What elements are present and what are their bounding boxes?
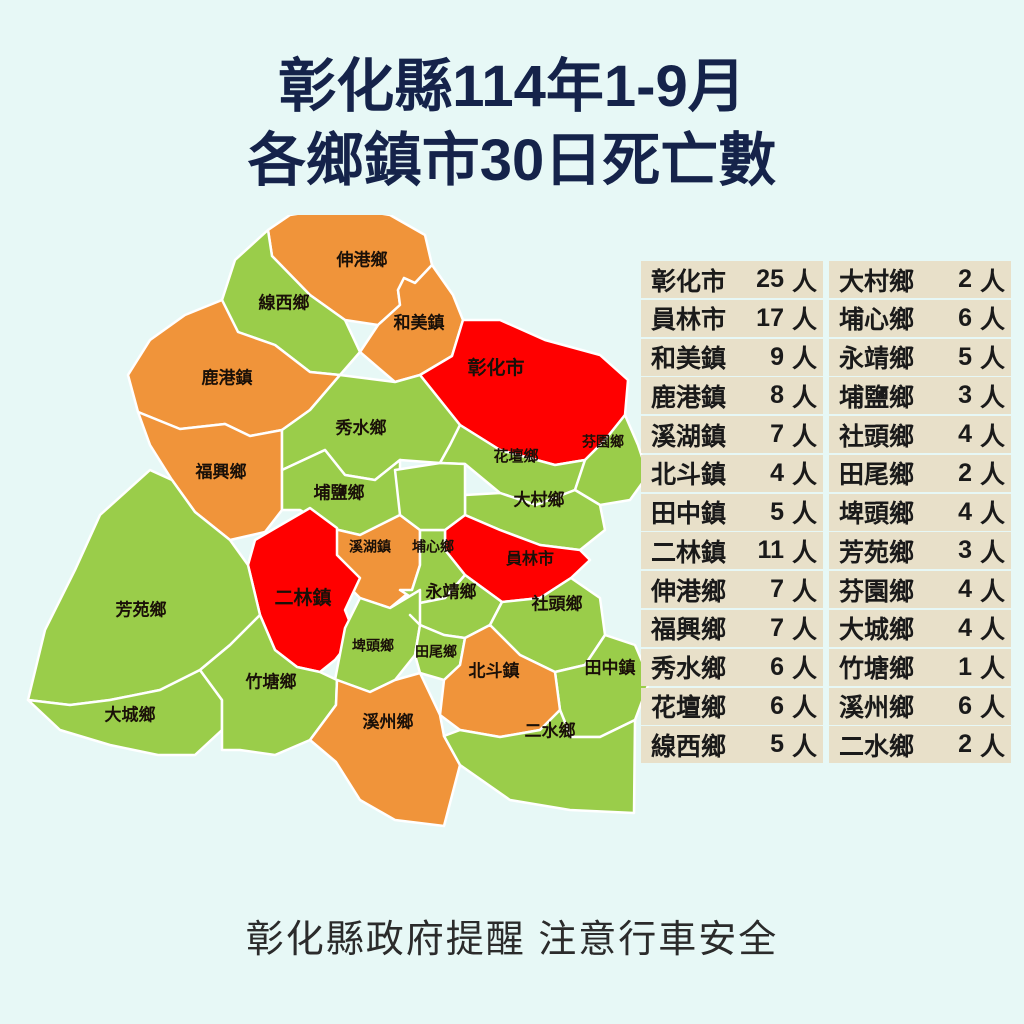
svg-text:伸港鄉: 伸港鄉 — [336, 249, 388, 269]
svg-text:大村鄉: 大村鄉 — [514, 489, 565, 509]
svg-text:秀水鄉: 秀水鄉 — [335, 417, 387, 437]
svg-text:社頭鄉: 社頭鄉 — [531, 593, 583, 613]
svg-text:埤頭鄉: 埤頭鄉 — [352, 638, 394, 654]
svg-text:永靖鄉: 永靖鄉 — [425, 581, 477, 601]
svg-text:線西鄉: 線西鄉 — [259, 292, 310, 312]
svg-text:北斗鎮: 北斗鎮 — [469, 660, 520, 680]
svg-text:和美鎮: 和美鎮 — [394, 312, 445, 332]
svg-text:大城鄉: 大城鄉 — [105, 704, 156, 724]
svg-text:二水鄉: 二水鄉 — [525, 720, 576, 740]
svg-text:溪湖鎮: 溪湖鎮 — [349, 539, 391, 555]
svg-text:竹塘鄉: 竹塘鄉 — [245, 671, 297, 691]
svg-text:田中鎮: 田中鎮 — [585, 657, 636, 677]
svg-text:員林市: 員林市 — [505, 549, 554, 568]
svg-text:彰化市: 彰化市 — [467, 356, 524, 379]
svg-text:埔鹽鄉: 埔鹽鄉 — [314, 482, 365, 502]
svg-text:福興鄉: 福興鄉 — [195, 461, 247, 481]
svg-text:芬園鄉: 芬園鄉 — [581, 434, 624, 450]
svg-text:二林鎮: 二林鎮 — [274, 586, 331, 609]
svg-text:田尾鄉: 田尾鄉 — [415, 644, 457, 660]
svg-text:鹿港鎮: 鹿港鎮 — [202, 367, 253, 387]
svg-text:花壇鄉: 花壇鄉 — [493, 447, 538, 465]
svg-text:芳苑鄉: 芳苑鄉 — [116, 599, 167, 619]
svg-text:溪州鄉: 溪州鄉 — [363, 711, 414, 731]
svg-text:埔心鄉: 埔心鄉 — [412, 539, 454, 555]
